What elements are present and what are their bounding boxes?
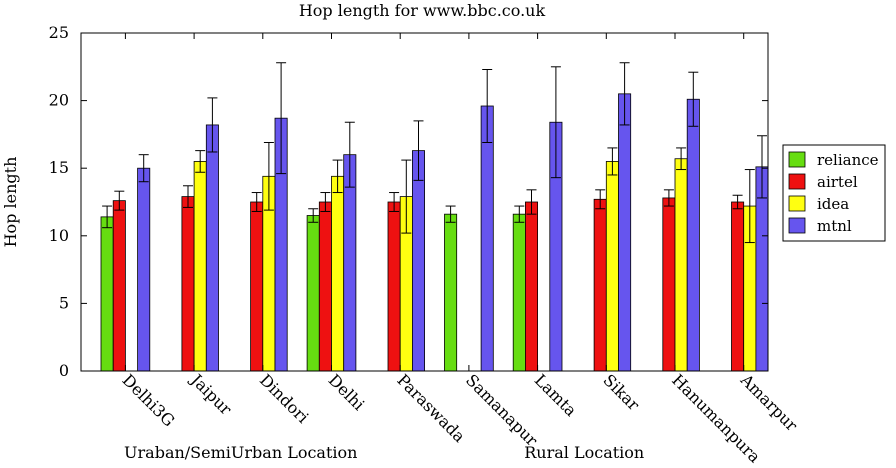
bar-idea [605, 161, 619, 372]
bar-airtel [525, 201, 539, 372]
bar-airtel [593, 198, 607, 372]
bar-airtel [662, 197, 676, 372]
legend-label-idea: idea [817, 195, 849, 213]
group-label: Rural Location [524, 443, 644, 462]
x-tick-label: Jaipur [186, 369, 236, 419]
bar-airtel [181, 196, 195, 372]
y-tick-label: 15 [49, 158, 69, 177]
legend-swatch-airtel [788, 173, 806, 190]
legend-label-reliance: reliance [817, 151, 879, 169]
bar-idea [193, 161, 207, 372]
legend-label-mtnl: mtnl [817, 217, 852, 235]
bar-mtnl [137, 167, 151, 372]
y-axis-label: Hop length [1, 157, 20, 248]
bar-airtel [387, 201, 401, 372]
bar-reliance [306, 215, 320, 372]
x-tick-label: Samanapur [462, 370, 542, 450]
bar-idea [674, 158, 688, 372]
legend-swatch-reliance [788, 151, 806, 168]
bar-airtel [731, 201, 745, 372]
y-tick-label: 5 [59, 293, 69, 312]
bar-airtel [318, 201, 332, 372]
bar-airtel [250, 201, 264, 372]
group-label: Uraban/SemiUrban Location [124, 443, 357, 462]
legend-swatch-mtnl [788, 217, 806, 234]
legend-label-airtel: airtel [817, 173, 858, 191]
x-tick-label: Sikar [599, 370, 643, 414]
bar-reliance [444, 213, 458, 372]
plot-frame [80, 32, 769, 372]
legend-swatch-idea [788, 195, 806, 212]
x-tick-label: Amarpur [736, 370, 801, 435]
bar-mtnl [411, 150, 425, 372]
bar-mtnl [686, 98, 700, 372]
bar-idea [331, 175, 345, 372]
chart-title: Hop length for www.bbc.co.uk [299, 1, 546, 20]
x-tick-label: Delhi [325, 370, 369, 414]
x-tick-label: Delhi3G [119, 370, 179, 430]
bar-mtnl [618, 93, 632, 372]
bar-reliance [100, 216, 114, 372]
x-tick-label: Lamta [531, 370, 581, 420]
bar-mtnl [205, 124, 219, 372]
bar-airtel [112, 200, 126, 372]
bar-reliance [512, 213, 526, 372]
y-tick-label: 0 [59, 361, 69, 380]
x-tick-label: Dindori [256, 370, 312, 426]
y-tick-label: 20 [49, 91, 69, 110]
y-tick-label: 25 [49, 23, 69, 42]
bars [100, 62, 769, 372]
y-tick-label: 10 [49, 226, 69, 245]
x-tick-label: Paraswada [393, 370, 469, 446]
bar-mtnl [480, 105, 494, 372]
legend: reliance airtel idea mtnl [782, 144, 886, 242]
